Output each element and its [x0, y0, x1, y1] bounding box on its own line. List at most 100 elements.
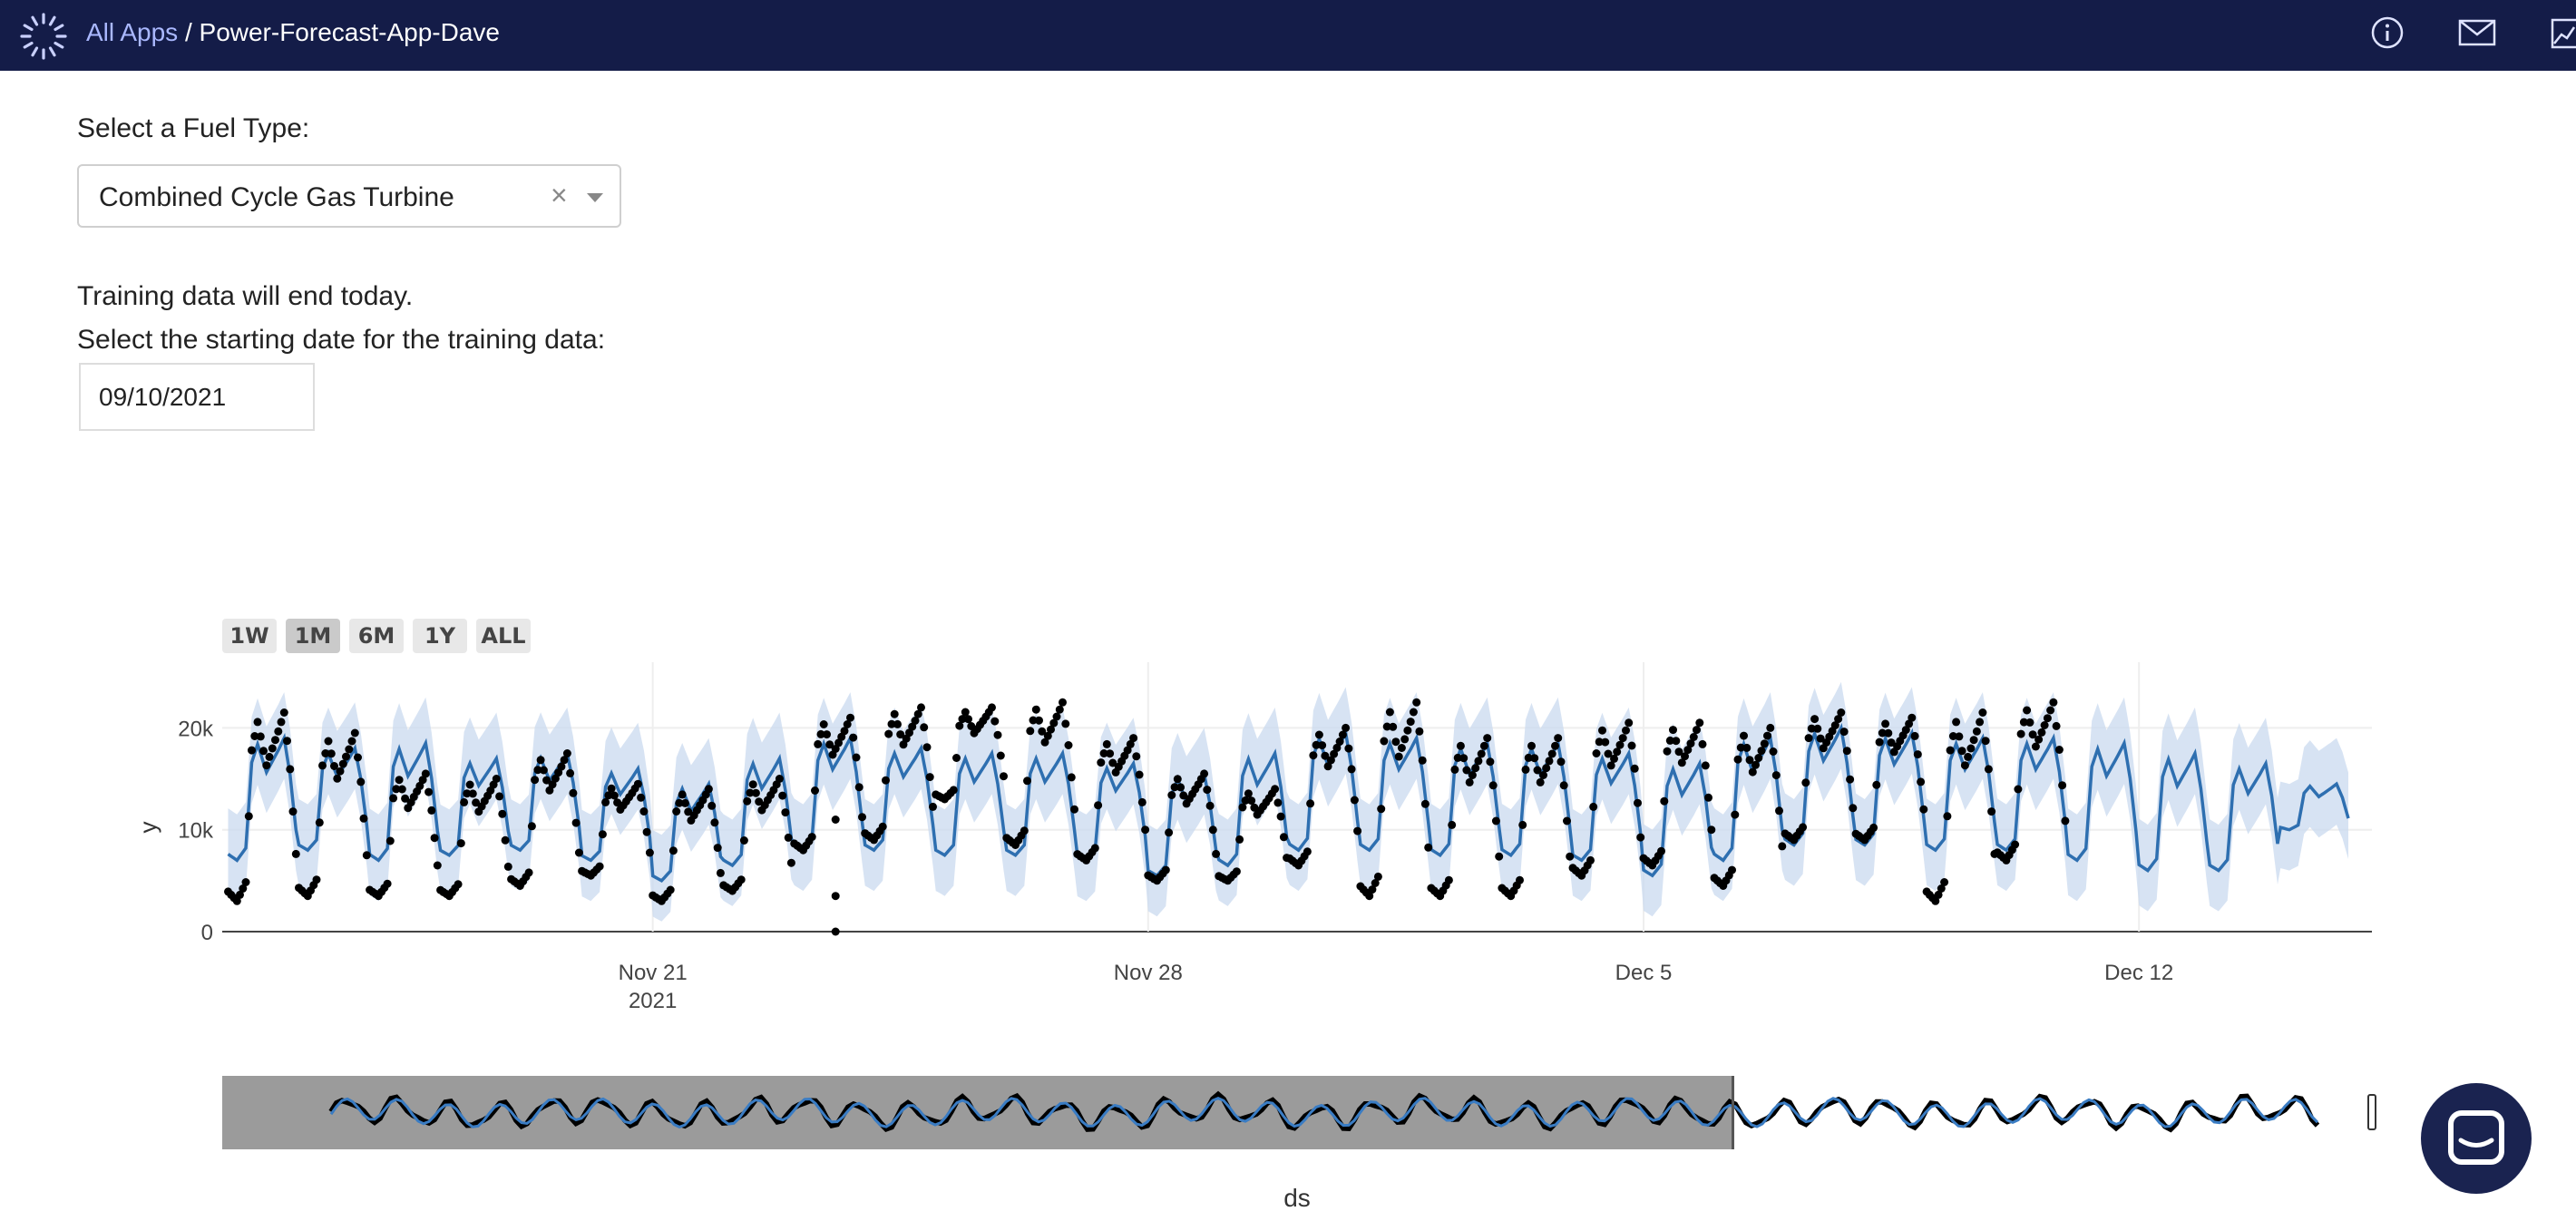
actual-point: [465, 780, 474, 789]
actual-point: [1846, 775, 1855, 784]
actual-point: [854, 783, 864, 792]
actual-point: [1306, 799, 1315, 808]
actual-point: [1377, 805, 1386, 814]
actual-point: [2023, 706, 2032, 715]
actual-point: [1043, 731, 1052, 740]
actual-point: [1636, 833, 1645, 842]
actual-point: [1948, 732, 1957, 740]
actual-point: [1978, 708, 1987, 717]
actual-point: [1872, 780, 1881, 789]
actual-point: [1799, 823, 1808, 832]
chart-axes: 0 10k 20k Nov 21 2021 Nov 28 Dec 5 Dec 12: [178, 717, 2173, 1013]
actual-point: [2046, 706, 2055, 715]
actual-point: [1335, 737, 1344, 746]
actual-point: [1849, 804, 1858, 813]
chart-icon[interactable]: [2551, 18, 2576, 49]
actual-point: [1598, 726, 1606, 735]
actual-point: [1869, 823, 1878, 832]
actual-point: [1943, 812, 1952, 821]
actual-point: [1660, 796, 1669, 806]
actual-point: [1212, 849, 1221, 858]
actual-point: [598, 830, 607, 839]
actual-point: [751, 788, 760, 797]
chat-icon: [2448, 1110, 2504, 1165]
actual-point: [2028, 730, 2037, 739]
actual-point: [1881, 719, 1890, 728]
actual-point: [1344, 744, 1353, 753]
actual-point: [418, 776, 427, 785]
actual-point: [1701, 761, 1710, 770]
actual-point: [1878, 728, 1887, 737]
actual-point: [524, 868, 533, 877]
actual-point: [1634, 798, 1642, 807]
actual-point: [1029, 716, 1038, 725]
actual-point: [1937, 884, 1946, 893]
actual-point: [347, 737, 356, 746]
actual-point: [324, 737, 333, 746]
actual-point: [755, 797, 764, 806]
actual-point: [1704, 793, 1712, 802]
actual-point: [1203, 786, 1212, 795]
actual-point: [775, 775, 784, 783]
actual-point: [1040, 737, 1049, 747]
actual-point: [1106, 749, 1115, 758]
actual-point: [271, 736, 279, 745]
actual-point: [1474, 757, 1483, 766]
actual-point: [1453, 753, 1462, 762]
actual-point: [1415, 727, 1424, 736]
start-date-field[interactable]: [79, 363, 317, 431]
actual-point: [503, 862, 512, 871]
actual-point: [1810, 715, 1820, 724]
actual-point: [492, 775, 501, 783]
actual-point: [574, 848, 583, 857]
actual-point: [1456, 741, 1465, 750]
mail-icon[interactable]: [2458, 18, 2496, 47]
actual-point: [2031, 742, 2040, 751]
actual-point: [1273, 798, 1283, 807]
actual-point: [1686, 739, 1695, 748]
app-logo-icon[interactable]: [18, 11, 69, 62]
actual-point: [633, 779, 642, 788]
range-button-all[interactable]: ALL: [476, 619, 531, 653]
chat-launcher-button[interactable]: [2421, 1083, 2532, 1194]
fuel-type-value: Combined Cycle Gas Turbine: [99, 182, 454, 212]
breadcrumb-all-apps-link[interactable]: All Apps: [86, 18, 179, 46]
range-button-1w[interactable]: 1W: [222, 619, 277, 653]
actual-point: [1622, 726, 1630, 735]
actual-point: [737, 875, 746, 884]
actual-point: [1516, 875, 1524, 884]
actual-point: [748, 780, 757, 789]
actual-point: [1047, 725, 1055, 734]
range-button-1m[interactable]: 1M: [286, 619, 340, 653]
actual-point: [277, 718, 286, 727]
actual-point: [1887, 738, 1896, 747]
actual-point: [1391, 737, 1400, 747]
actual-point: [1981, 737, 1990, 746]
actual-point: [639, 807, 649, 816]
actual-point: [1023, 777, 1031, 786]
actual-point: [397, 785, 406, 794]
actual-point: [2034, 735, 2044, 744]
actual-point: [1748, 767, 1757, 777]
actual-point: [256, 732, 265, 741]
chevron-down-icon[interactable]: [587, 193, 603, 202]
x-tick-label: Dec 12: [2104, 961, 2173, 985]
range-button-1y[interactable]: 1Y: [413, 619, 467, 653]
actual-point: [1205, 801, 1215, 810]
actual-point: [1129, 734, 1138, 743]
fuel-type-dropdown[interactable]: Combined Cycle Gas Turbine ×: [77, 164, 621, 228]
actual-point: [1000, 772, 1008, 781]
info-icon[interactable]: [2369, 15, 2405, 51]
range-button-6m[interactable]: 6M: [349, 619, 404, 653]
actual-point: [922, 743, 932, 752]
actual-point: [1556, 757, 1566, 767]
actual-point: [890, 709, 899, 718]
actual-point: [1707, 825, 1716, 835]
actual-point: [1592, 749, 1601, 757]
actual-point: [1551, 741, 1559, 750]
actual-point: [1736, 743, 1745, 752]
actual-point: [1955, 732, 1964, 741]
start-date-input[interactable]: [81, 365, 317, 429]
clear-icon[interactable]: ×: [551, 179, 568, 211]
